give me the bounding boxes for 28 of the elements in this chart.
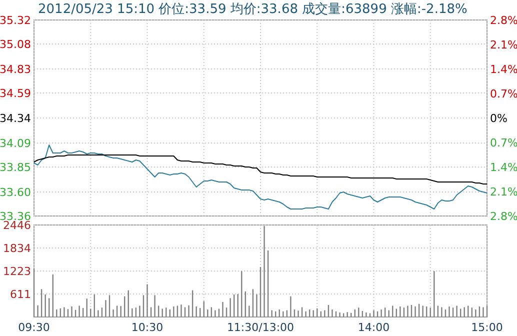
y2-tick-label: 2.1% [490, 185, 517, 198]
y2-tick-label: 2.8% [490, 210, 517, 223]
y-tick-label: 34.83 [0, 62, 31, 76]
y2-tick-label: 2.1% [490, 38, 517, 52]
y2-tick-label: 0% [490, 112, 508, 125]
y-tick-label: 35.08 [0, 38, 31, 51]
line-series [34, 154, 488, 184]
y-tick-label: 34.09 [0, 136, 31, 150]
line-series [34, 144, 488, 210]
y-tick-label: 35.32 [0, 14, 31, 27]
y-tick-label: 33.85 [0, 160, 31, 174]
y2-tick-label: 0.7% [490, 87, 517, 100]
y-tick-label: 34.59 [0, 86, 31, 100]
y-tick-label: 33.60 [0, 186, 31, 199]
x-tick-label: 09:30 [18, 321, 50, 334]
x-tick-label: 15:00 [471, 321, 503, 334]
y2-tick-label: 2.8% [490, 14, 517, 27]
chart-title: 2012/05/23 15:10 价位:33.59 均价:33.68 成交量:63899 涨幅:-2.18% [38, 1, 468, 17]
y-tick-label: 611 [10, 288, 31, 301]
y2-tick-label: 1.4% [490, 160, 517, 174]
y2-tick-label: 0.7% [490, 136, 517, 150]
x-tick-label: 14:00 [358, 321, 390, 334]
y-tick-label: 34.34 [0, 112, 31, 125]
y2-tick-label: 1.4% [490, 62, 517, 76]
x-tick-label: 10:30 [131, 321, 164, 334]
y-tick-label: 1834 [3, 242, 31, 255]
y-tick-label: 1223 [3, 264, 31, 278]
x-tick-label: 11:30/13:00 [226, 321, 294, 334]
